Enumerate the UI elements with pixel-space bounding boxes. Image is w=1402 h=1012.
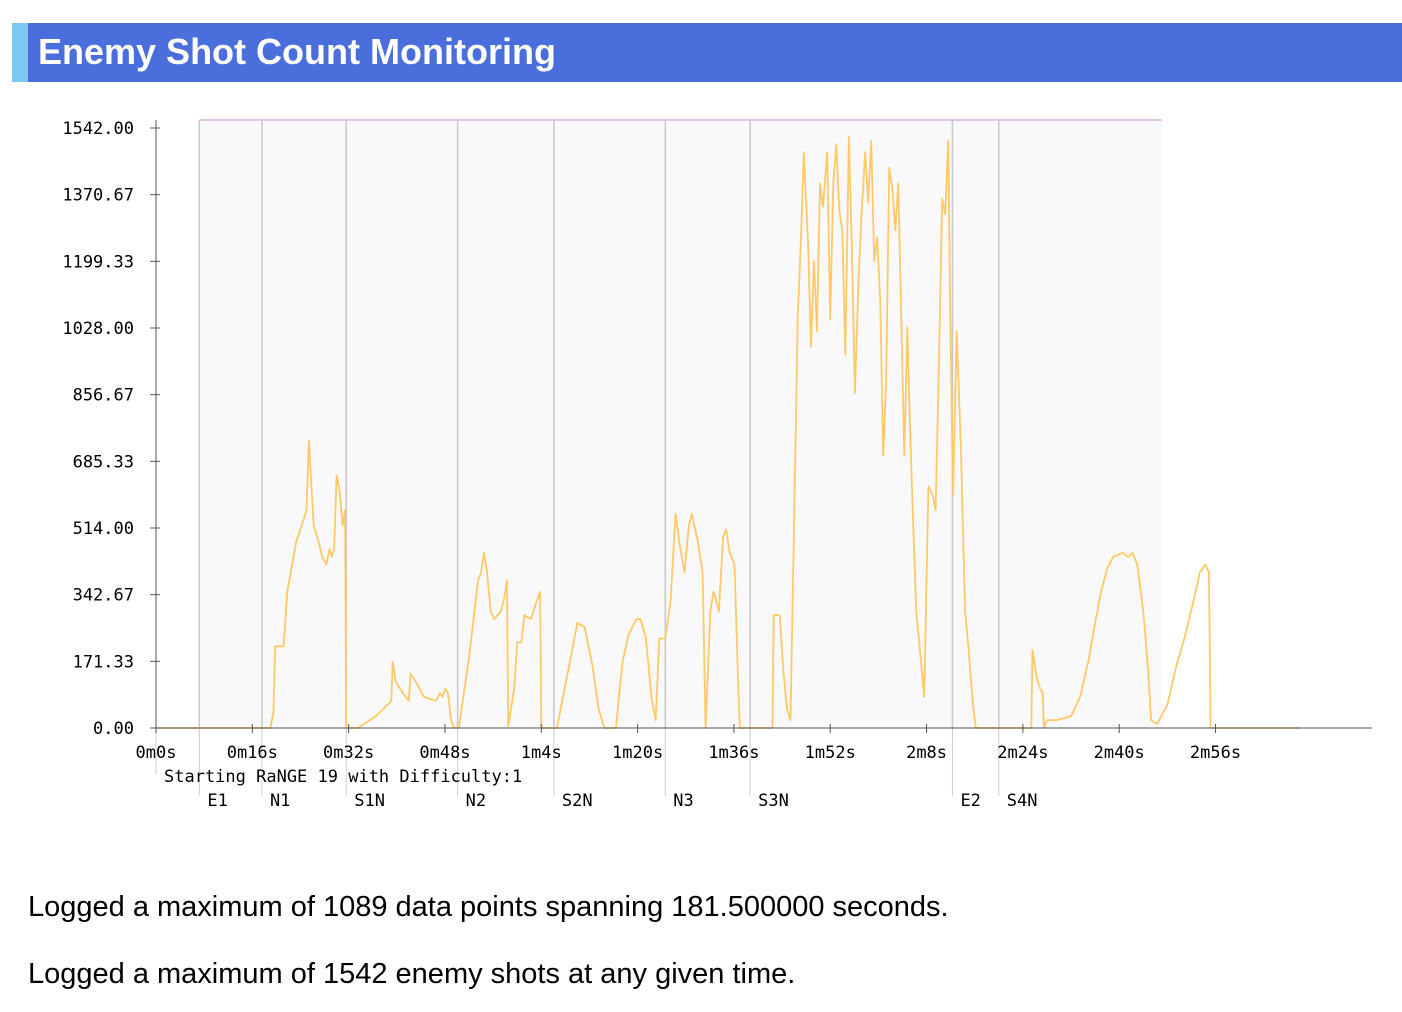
y-tick-label: 514.00 xyxy=(73,519,134,539)
marker-label: S3N xyxy=(758,791,789,811)
marker-label: E1 xyxy=(207,791,227,811)
y-tick-label: 342.67 xyxy=(73,586,134,606)
marker-label: N2 xyxy=(466,791,486,811)
marker-label: S4N xyxy=(1007,791,1038,811)
x-tick-label: 0m48s xyxy=(419,743,470,763)
page-title: Enemy Shot Count Monitoring xyxy=(38,31,556,72)
x-tick-label: 1m4s xyxy=(521,743,562,763)
start-annotation-label: Starting RaNGE 19 with Difficulty:1 xyxy=(164,767,522,787)
y-tick-label: 1370.67 xyxy=(62,186,134,206)
x-tick-label: 2m8s xyxy=(906,743,947,763)
y-tick-label: 1199.33 xyxy=(62,252,134,272)
marker-label: S2N xyxy=(562,791,593,811)
y-tick-label: 171.33 xyxy=(73,652,134,672)
axis-labels: 1542.00 1370.67 1199.33 1028.00 856.67 685.33… xyxy=(62,119,1241,763)
marker-label: N1 xyxy=(270,791,290,811)
y-tick-label: 1542.00 xyxy=(62,119,134,139)
x-tick-label: 2m24s xyxy=(997,743,1048,763)
y-tick-label: 0.00 xyxy=(93,719,134,739)
marker-label: E2 xyxy=(960,791,980,811)
stage-markers: E1 N1 S1N N2 S2N N3 S3N E2 S4N Starting RaNGE 19 … xyxy=(155,120,1038,811)
y-tick-label: 856.67 xyxy=(73,386,134,406)
data-points-summary: Logged a maximum of 1089 data points spa… xyxy=(28,891,949,923)
x-tick-label: 1m36s xyxy=(708,743,759,763)
plot-shaded-region xyxy=(199,120,1162,728)
y-tick-label: 685.33 xyxy=(73,452,134,472)
x-tick-label: 2m56s xyxy=(1190,743,1241,763)
max-shots-summary: Logged a maximum of 1542 enemy shots at … xyxy=(28,958,796,990)
page-header: Enemy Shot Count Monitoring xyxy=(12,23,1402,82)
x-tick-label: 1m20s xyxy=(612,743,663,763)
y-tick-label: 1028.00 xyxy=(62,319,134,339)
x-tick-label: 0m16s xyxy=(227,743,278,763)
marker-label: S1N xyxy=(354,791,385,811)
x-tick-label: 2m40s xyxy=(1094,743,1145,763)
x-tick-label: 1m52s xyxy=(805,743,856,763)
header-accent-bar xyxy=(12,23,28,82)
x-tick-label: 0m32s xyxy=(323,743,374,763)
marker-label: N3 xyxy=(673,791,693,811)
plot-background xyxy=(199,119,1162,728)
x-tick-label: 0m0s xyxy=(136,743,177,763)
axes xyxy=(150,120,1372,733)
shot-count-chart: E1 N1 S1N N2 S2N N3 S3N E2 S4N Starting RaNGE 19 … xyxy=(62,119,1372,811)
